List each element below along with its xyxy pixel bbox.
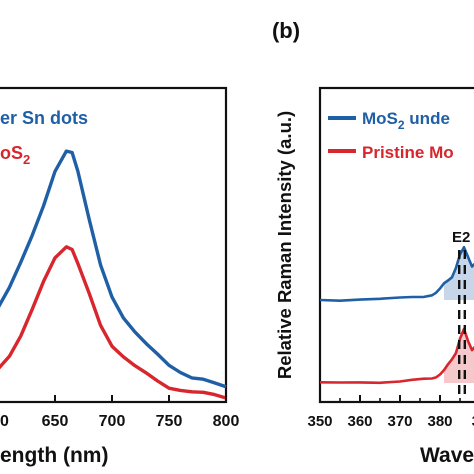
panel-a-x-tick-label: 650 <box>42 413 69 430</box>
panel-b-curves <box>319 245 474 385</box>
legend-mos2-text: oS <box>0 143 23 163</box>
legend-entry-mos2-under: MoS2 unde <box>362 109 450 132</box>
panel-b-plot-frame <box>318 86 474 404</box>
panel-b-x-tick-label: 370 <box>387 413 412 430</box>
panel-a-plot-frame <box>0 86 228 404</box>
panel-a-chart: 0 650 700 750 800 er Sn dots oS2 ength (nm) <box>0 86 239 467</box>
panel-a-x-tick-label: 800 <box>213 413 240 430</box>
panel-a-x-tick-label: 700 <box>99 413 126 430</box>
panel-a-x-tick-label: 0 <box>0 413 9 430</box>
legend-mos2-under-text: MoS <box>362 109 398 128</box>
panel-b-x-label: Waven <box>420 444 474 467</box>
panel-a-series-line-0 <box>0 149 227 389</box>
panel-a-curves <box>0 149 227 400</box>
panel-b-x-tick-label: 38 <box>472 413 474 430</box>
panel-b-x-tick-label: 350 <box>307 413 332 430</box>
legend-mos2-under-rest: unde <box>405 109 450 128</box>
panel-b-peak-markers <box>458 250 466 400</box>
panel-a-x-tick-label: 750 <box>156 413 183 430</box>
legend-mos2-sub: 2 <box>23 152 30 167</box>
e2-annotation: E2 <box>452 229 470 246</box>
panel-b-label: (b) <box>272 18 300 43</box>
panel-a-series-line-1 <box>0 245 227 400</box>
panel-b-x-tick-label: 380 <box>427 413 452 430</box>
legend-entry-mos2: oS2 <box>0 143 30 167</box>
legend-mos2-under-sub: 2 <box>398 118 405 132</box>
legend-entry-pristine: Pristine Mo <box>362 143 454 162</box>
panel-b-x-ticks: 350 360 370 380 38 <box>307 395 474 430</box>
legend-entry-sn-dots: er Sn dots <box>0 108 88 128</box>
panel-b-series-line-0 <box>319 245 474 302</box>
panel-b-series-line-1 <box>319 327 474 385</box>
panel-a-x-label: ength (nm) <box>0 444 108 467</box>
panel-b-y-label: Relative Raman Intensity (a.u.) <box>274 111 295 379</box>
panel-a-x-ticks: 0 650 700 750 800 <box>0 395 239 430</box>
panel-b-x-tick-label: 360 <box>347 413 372 430</box>
e2-annotation-text: E2 <box>452 229 470 246</box>
panel-b-chart: 35036037038038 MoS2 unde Pristine Mo E2 … <box>274 86 474 467</box>
